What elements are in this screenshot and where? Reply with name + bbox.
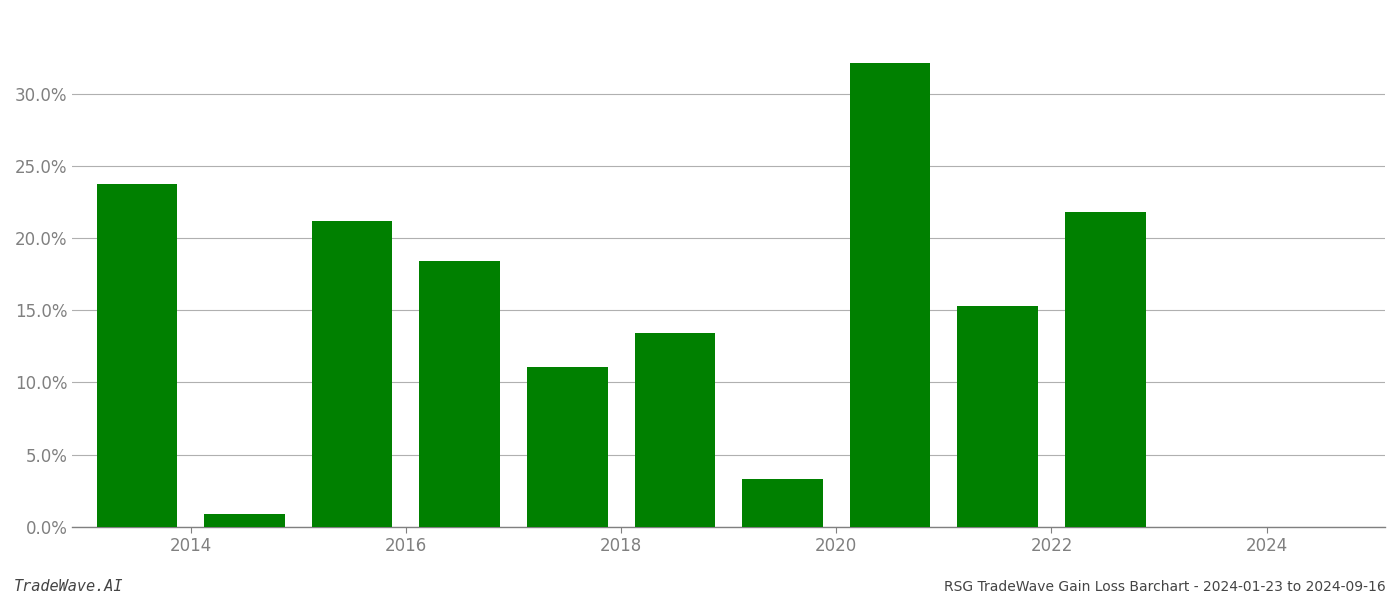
Bar xyxy=(634,334,715,527)
Bar xyxy=(420,262,500,527)
Bar xyxy=(97,184,178,527)
Text: RSG TradeWave Gain Loss Barchart - 2024-01-23 to 2024-09-16: RSG TradeWave Gain Loss Barchart - 2024-… xyxy=(944,580,1386,594)
Text: TradeWave.AI: TradeWave.AI xyxy=(14,579,123,594)
Bar xyxy=(526,367,608,527)
Bar xyxy=(204,514,284,527)
Bar xyxy=(1065,212,1145,527)
Bar xyxy=(742,479,823,527)
Bar xyxy=(850,62,931,527)
Bar xyxy=(958,306,1037,527)
Bar xyxy=(312,221,392,527)
